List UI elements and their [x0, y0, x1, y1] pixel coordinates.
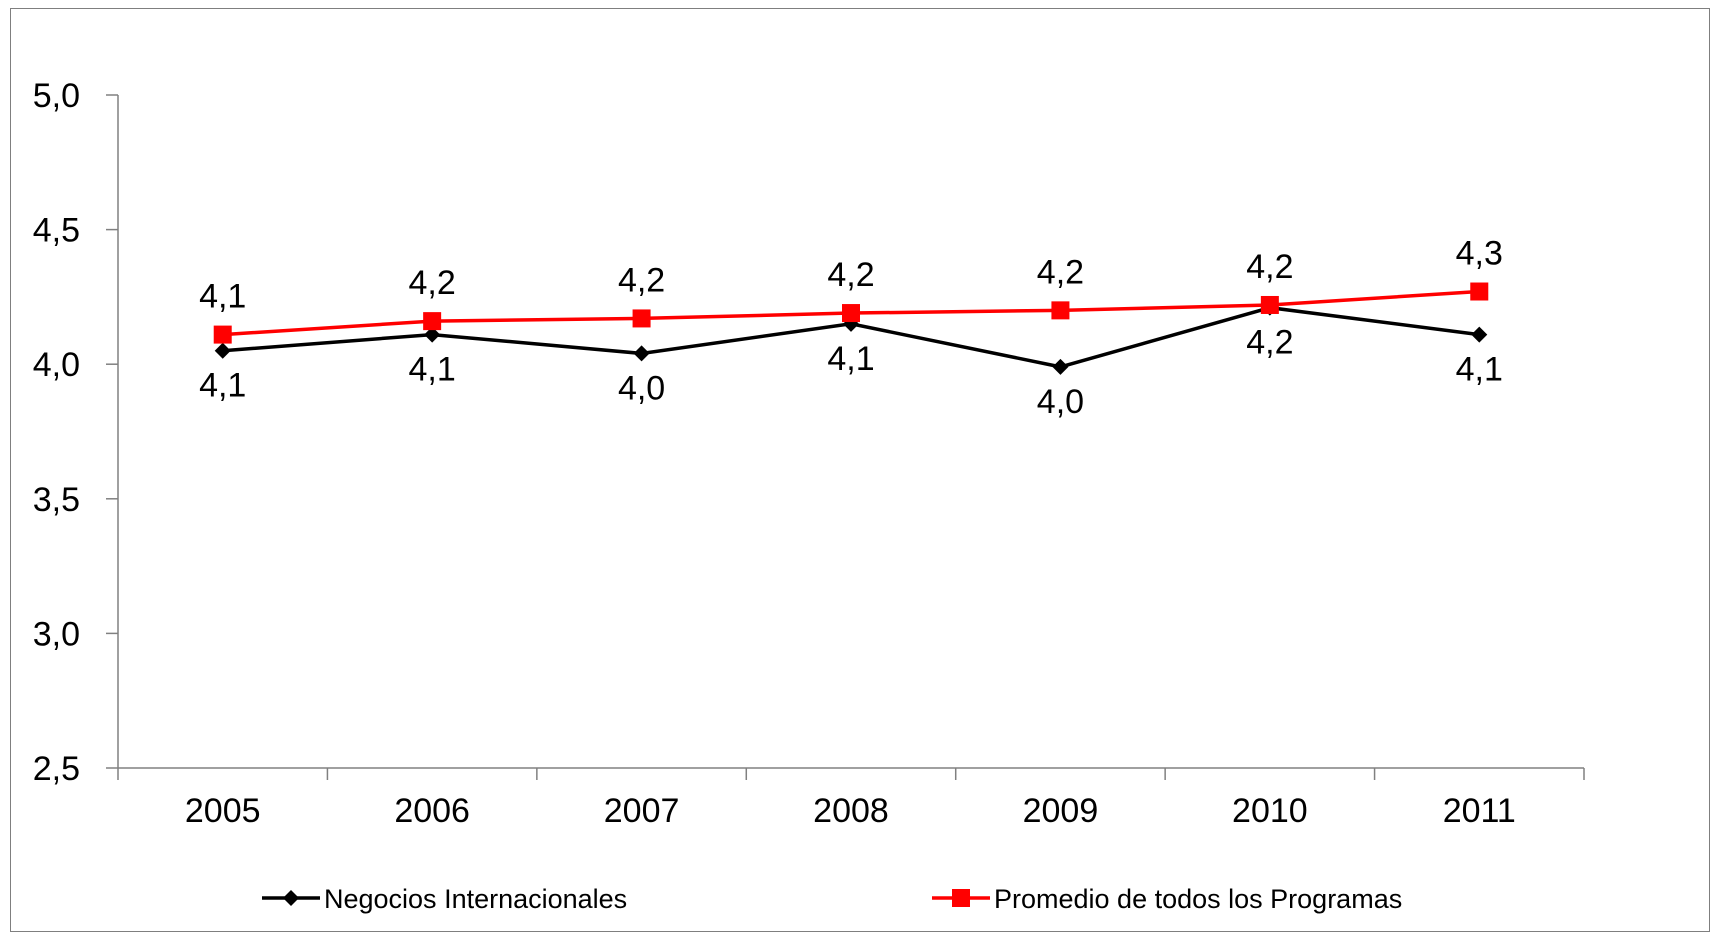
y-tick-label: 3,0 — [33, 615, 80, 653]
legend-marker — [283, 890, 299, 906]
x-tick-label: 2011 — [1443, 792, 1516, 830]
data-label: 4,3 — [1456, 235, 1503, 273]
series-marker — [423, 312, 442, 331]
x-tick-label: 2005 — [185, 792, 261, 830]
legend-marker — [952, 889, 970, 907]
data-label: 4,2 — [1037, 253, 1084, 291]
data-label: 4,1 — [409, 351, 456, 389]
series-marker — [633, 345, 650, 362]
y-tick-label: 5,0 — [33, 77, 80, 115]
series-marker — [213, 325, 232, 344]
series-marker — [1051, 301, 1070, 320]
y-tick-label: 2,5 — [33, 750, 80, 788]
y-tick-label: 3,5 — [33, 481, 80, 519]
data-label: 4,2 — [1246, 324, 1293, 362]
data-label: 4,2 — [827, 256, 874, 294]
legend-label: Negocios Internacionales — [324, 884, 627, 914]
chart-frame — [10, 8, 1710, 932]
y-tick-label: 4,5 — [33, 212, 80, 250]
data-label: 4,2 — [409, 264, 456, 302]
series-marker — [1052, 358, 1069, 375]
data-label: 4,1 — [827, 340, 874, 378]
data-label: 4,2 — [1246, 248, 1293, 286]
series-marker — [1470, 282, 1489, 301]
x-tick-label: 2010 — [1232, 792, 1308, 830]
data-label: 4,0 — [1037, 383, 1084, 421]
series-marker — [424, 326, 441, 343]
series-marker — [214, 342, 231, 359]
x-tick-label: 2007 — [604, 792, 680, 830]
series-marker — [1260, 295, 1279, 314]
y-tick-label: 4,0 — [33, 346, 80, 384]
x-tick-label: 2009 — [1023, 792, 1099, 830]
data-label: 4,1 — [199, 367, 246, 405]
series-marker — [632, 309, 651, 328]
data-label: 4,1 — [199, 278, 246, 316]
series-marker — [1471, 326, 1488, 343]
data-label: 4,1 — [1456, 351, 1503, 389]
x-tick-label: 2006 — [394, 792, 470, 830]
data-label: 4,0 — [618, 369, 665, 407]
series-marker — [842, 304, 860, 323]
data-label: 4,2 — [618, 261, 665, 299]
legend-label: Promedio de todos los Programas — [994, 884, 1402, 914]
x-tick-label: 2008 — [813, 792, 889, 830]
